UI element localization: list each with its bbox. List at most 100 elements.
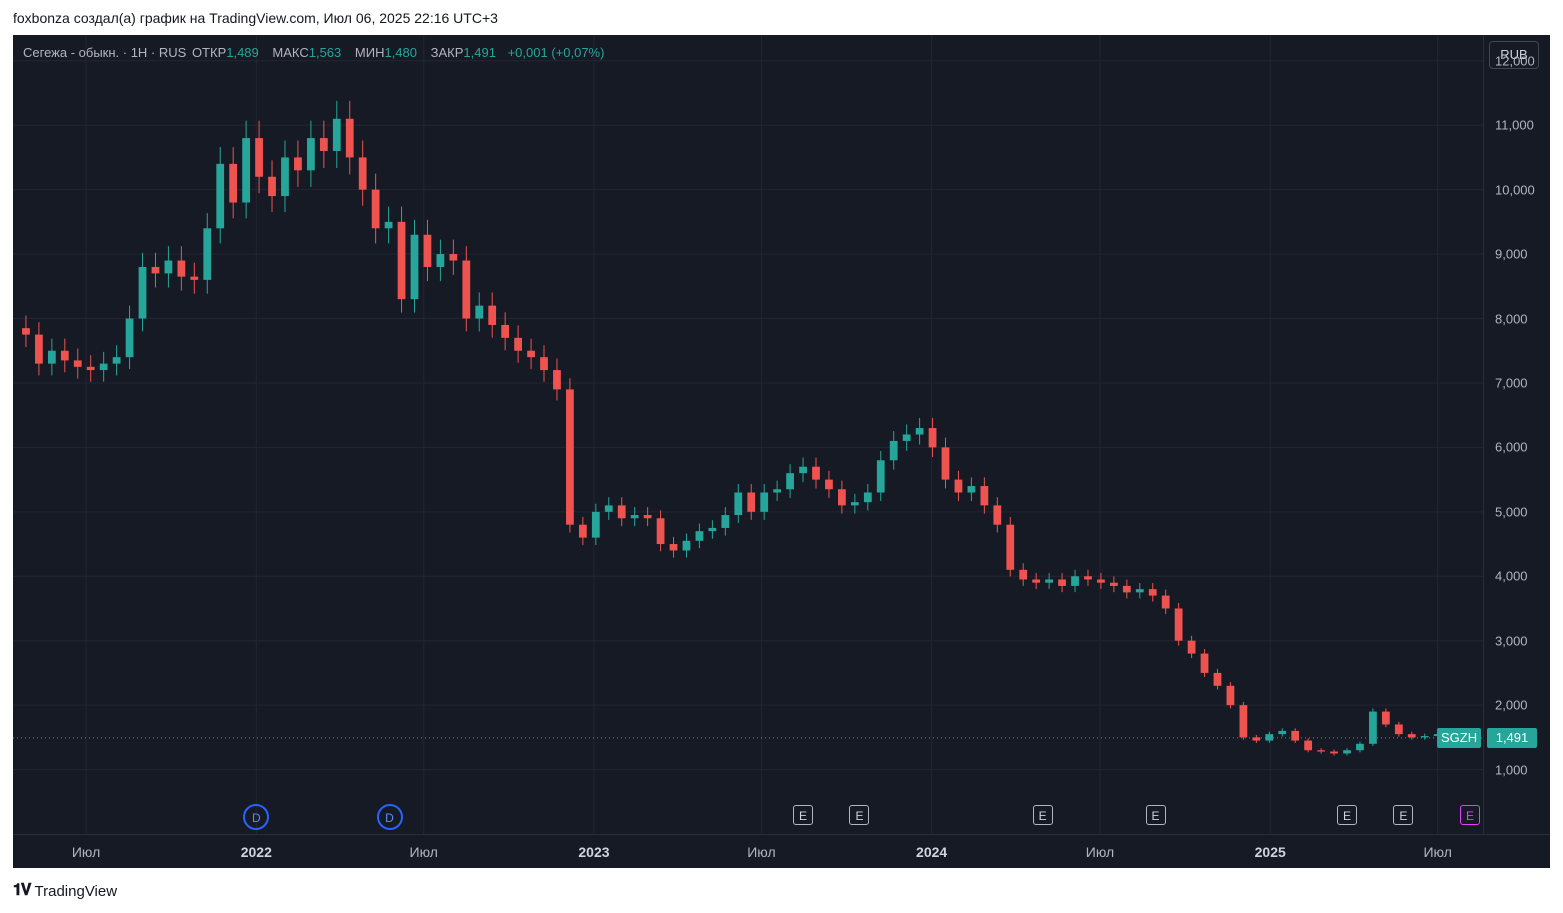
candle-body — [1097, 579, 1105, 583]
dividend-marker[interactable]: D — [376, 804, 403, 830]
candle — [177, 246, 186, 291]
candle — [734, 483, 743, 524]
footer-logo[interactable]: 𝟏𝐕 TradingView — [13, 882, 117, 900]
open-value: 1,489 — [226, 45, 259, 60]
candle — [216, 147, 225, 244]
candle-body — [708, 527, 717, 532]
candle — [112, 345, 121, 376]
candle-body — [967, 486, 976, 493]
candle-body — [578, 524, 587, 538]
candle — [501, 312, 510, 351]
candle-body — [773, 489, 782, 493]
chart-panel[interactable]: Сегежа - обыкн. · 1H · RUS ОТКР1,489 МАК… — [13, 35, 1550, 868]
candle-body — [281, 157, 289, 197]
candle-body — [941, 447, 950, 480]
candle — [876, 450, 885, 502]
candle-body — [1058, 579, 1066, 586]
candle — [1174, 602, 1183, 646]
candle-body — [527, 350, 535, 358]
candle-body — [151, 266, 160, 274]
x-tick-label: Июл — [1423, 844, 1452, 860]
candle-body — [475, 305, 484, 319]
price-axis-divider — [1483, 35, 1484, 835]
candle-body — [125, 318, 134, 358]
dividend-marker[interactable]: D — [243, 804, 270, 830]
earnings-marker[interactable]: E — [1337, 805, 1357, 825]
candle — [1200, 649, 1209, 677]
candle-body — [566, 389, 574, 525]
candle — [967, 477, 976, 502]
candle — [656, 510, 665, 552]
open-label: ОТКР — [191, 45, 227, 60]
candle-body — [863, 492, 872, 503]
y-tick-label: 10,000 — [1495, 182, 1535, 198]
candle — [294, 140, 302, 187]
candle — [1019, 563, 1028, 586]
candle — [954, 470, 963, 502]
low-label: МИН — [354, 45, 385, 60]
candle-body — [591, 511, 600, 538]
candle-body — [902, 434, 911, 441]
candle-body — [60, 350, 69, 361]
candle — [151, 252, 160, 288]
change-value: +0,001 (+0,07%) — [507, 45, 605, 60]
earnings-marker[interactable]: E — [1393, 805, 1414, 825]
candle — [1148, 583, 1157, 602]
candle — [242, 120, 251, 219]
candle — [203, 213, 212, 294]
candle — [35, 322, 43, 376]
candle — [1006, 516, 1015, 577]
candle-body — [268, 176, 276, 197]
candle-body — [915, 428, 924, 435]
candle-body — [488, 305, 497, 325]
candle — [1420, 733, 1429, 740]
y-tick-label: 4,000 — [1495, 568, 1528, 584]
candle — [281, 140, 289, 213]
candle — [307, 120, 315, 187]
high-value: 1,563 — [308, 45, 342, 60]
candle — [1097, 573, 1105, 589]
candlestick-chart[interactable] — [13, 35, 1550, 868]
y-tick-label: 1,000 — [1495, 762, 1528, 778]
candle — [850, 493, 859, 514]
y-tick-label: 3,000 — [1495, 633, 1528, 649]
earnings-marker[interactable]: E — [1032, 805, 1053, 825]
candle-body — [1109, 582, 1118, 586]
candle — [915, 417, 924, 445]
candle — [99, 351, 108, 382]
currency-button[interactable]: RUB — [1489, 41, 1539, 69]
candle — [229, 147, 238, 219]
candle — [268, 160, 276, 213]
candle-body — [1420, 736, 1429, 738]
y-tick-label: 12,000 — [1495, 53, 1535, 69]
candle-body — [954, 479, 963, 493]
candle-body — [22, 328, 30, 335]
candle-body — [980, 486, 989, 506]
candle — [1304, 738, 1313, 753]
candle — [1291, 728, 1300, 743]
x-tick-label: Июл — [71, 844, 101, 860]
candle-body — [332, 118, 341, 151]
x-tick-label: 2022 — [240, 844, 272, 860]
candle — [695, 523, 704, 549]
earnings-marker[interactable]: E — [1460, 805, 1481, 825]
candle-body — [1213, 672, 1222, 686]
candle-body — [1084, 576, 1092, 580]
candle — [384, 206, 393, 244]
candle-body — [86, 366, 95, 371]
candle-body — [99, 363, 108, 371]
candle-body — [229, 163, 238, 203]
earnings-marker[interactable]: E — [1145, 805, 1166, 825]
candle — [475, 292, 484, 332]
candle — [760, 483, 769, 520]
earnings-marker[interactable]: E — [793, 805, 814, 825]
candle — [1135, 583, 1144, 599]
earnings-marker[interactable]: E — [849, 805, 870, 825]
x-tick-label: 2023 — [578, 844, 610, 860]
candle — [397, 206, 406, 313]
candle-body — [747, 492, 756, 512]
symbol-name[interactable]: Сегежа - обыкн. · 1H · RUS — [23, 45, 187, 60]
candle — [410, 219, 419, 313]
candle-body — [384, 221, 393, 229]
candle-body — [1045, 579, 1054, 583]
